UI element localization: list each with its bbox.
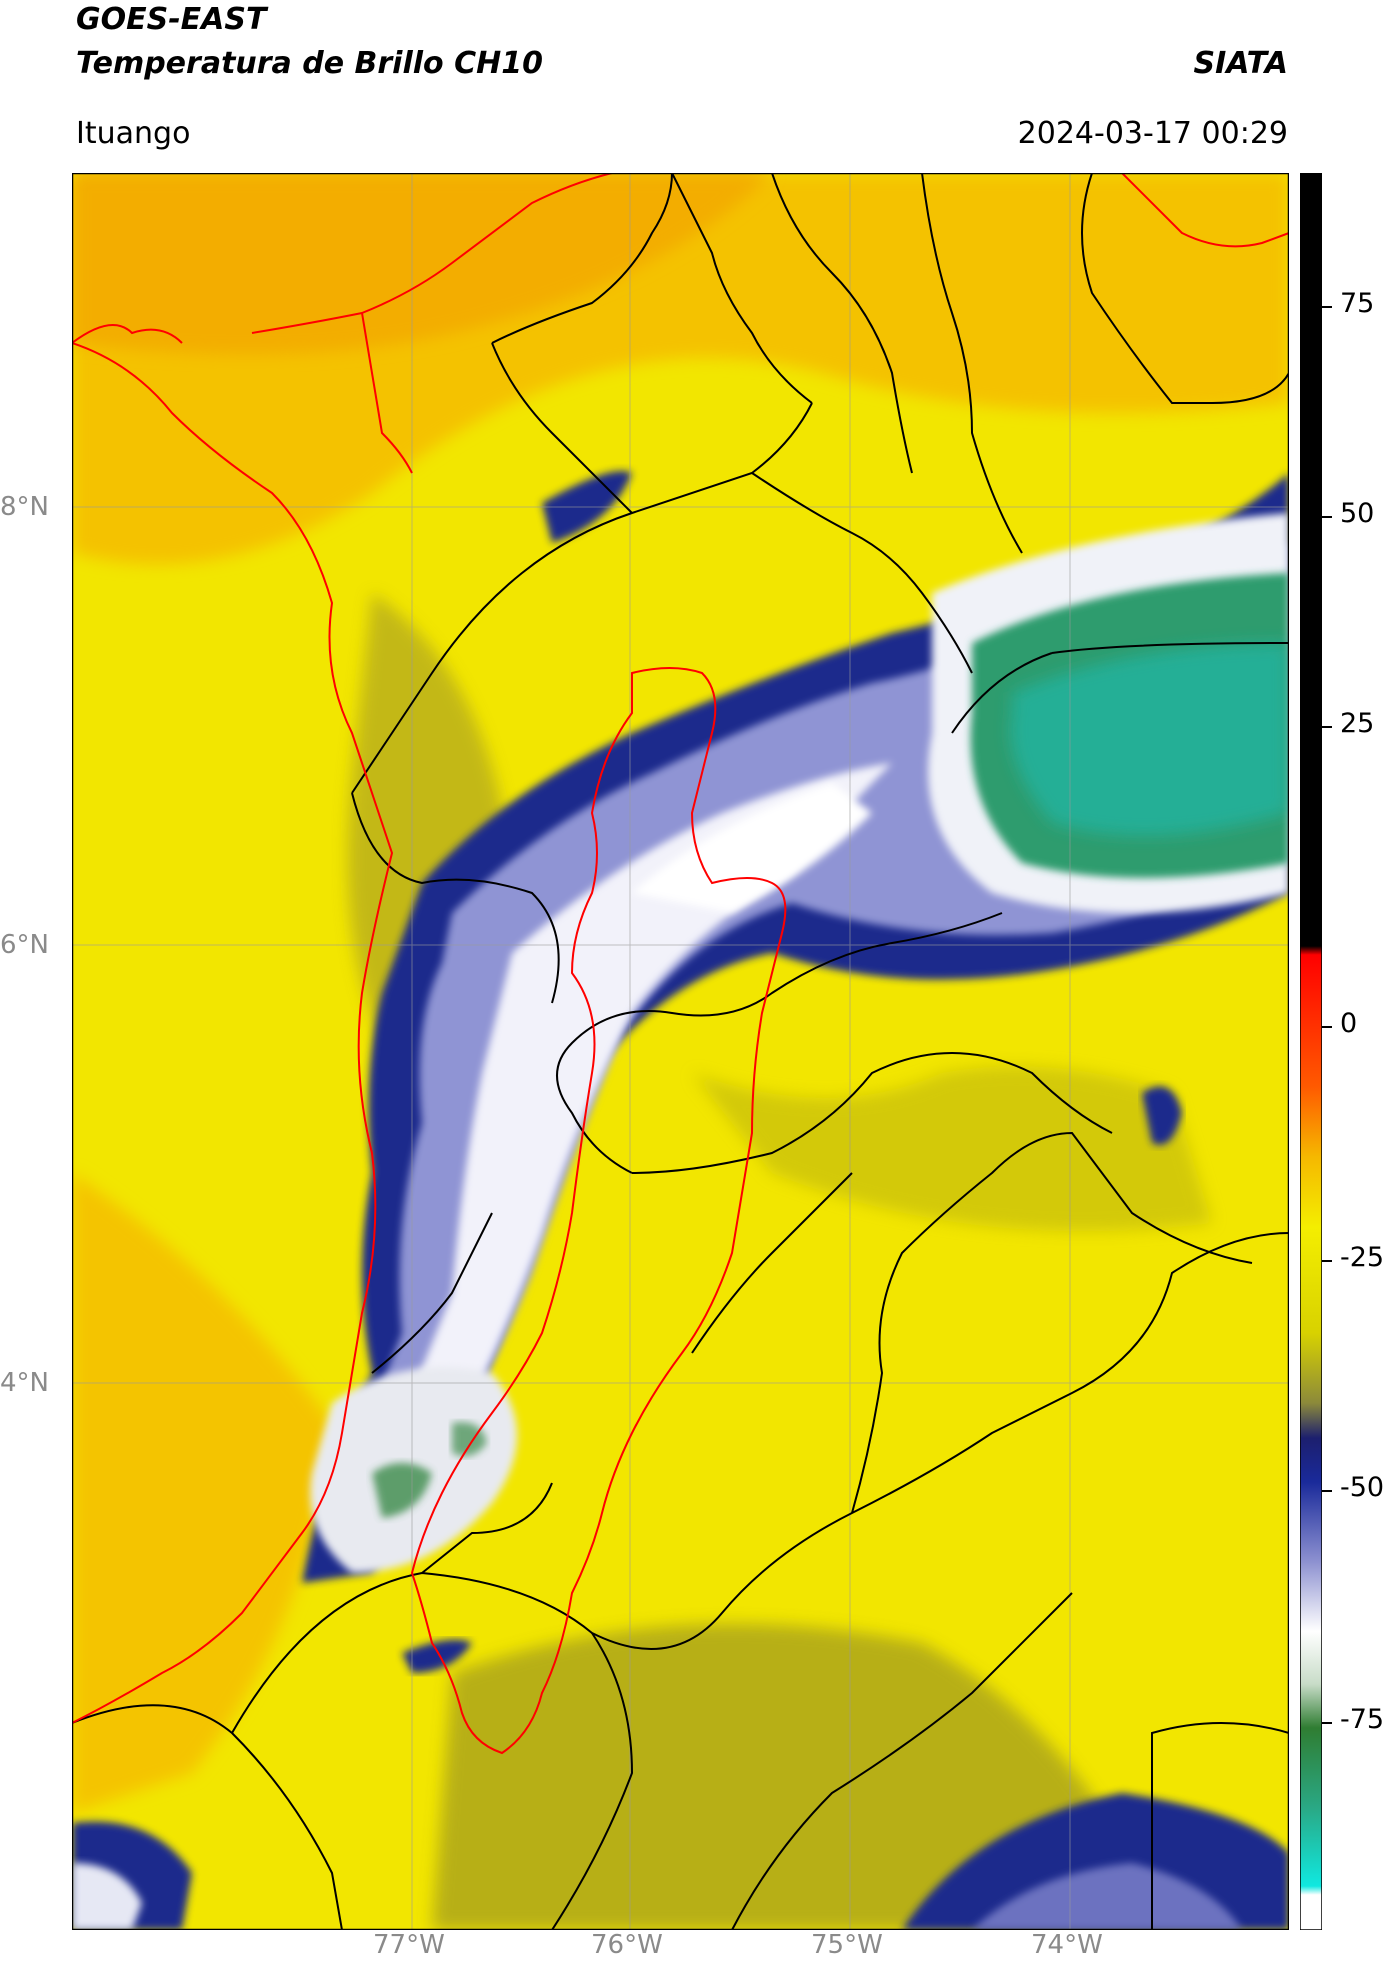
colorbar-tickmark: [1322, 726, 1332, 728]
colorbar-tick-minus75: -75: [1340, 1704, 1384, 1735]
satellite-map: [72, 173, 1289, 1930]
colorbar-tickmark: [1322, 516, 1332, 518]
product-title: Temperatura de Brillo CH10: [76, 46, 543, 81]
datetime-label: 2024-03-17 00:29: [1017, 116, 1288, 151]
gridlines: [72, 173, 1289, 1930]
colorbar-tickmark: [1322, 306, 1332, 308]
lon-label-77w: 77°W: [373, 1930, 445, 1960]
colorbar-tickmark: [1322, 1490, 1332, 1492]
colorbar: [1300, 173, 1322, 1930]
lon-label-75w: 75°W: [811, 1930, 883, 1960]
location-label: Ituango: [76, 116, 191, 151]
colorbar-tick-25: 25: [1340, 708, 1375, 739]
colorbar-tick-0: 0: [1340, 1008, 1358, 1039]
colorbar-tickmark: [1322, 1722, 1332, 1724]
brand-label: SIATA: [1193, 46, 1288, 81]
cloud-core-white: [372, 763, 892, 1513]
satellite-title: GOES-EAST: [76, 2, 267, 37]
lat-label-4n: 4°N: [0, 1368, 49, 1398]
colorbar-tick-75: 75: [1340, 288, 1375, 319]
colorbar-tickmark: [1322, 1260, 1332, 1262]
lon-label-76w: 76°W: [591, 1930, 663, 1960]
lat-label-8n: 8°N: [0, 492, 49, 522]
department-borders: [72, 173, 1289, 1930]
colorbar-tick-minus25: -25: [1340, 1242, 1384, 1273]
warm-region-southwest: [72, 1173, 332, 1813]
lon-label-74w: 74°W: [1031, 1930, 1103, 1960]
colorbar-tick-minus50: -50: [1340, 1472, 1384, 1503]
focus-region-outline: [410, 667, 787, 1755]
colorbar-tick-50: 50: [1340, 498, 1375, 529]
colorbar-tickmark: [1322, 1026, 1332, 1028]
lat-label-6n: 6°N: [0, 930, 49, 960]
country-borders: [72, 173, 1289, 1755]
